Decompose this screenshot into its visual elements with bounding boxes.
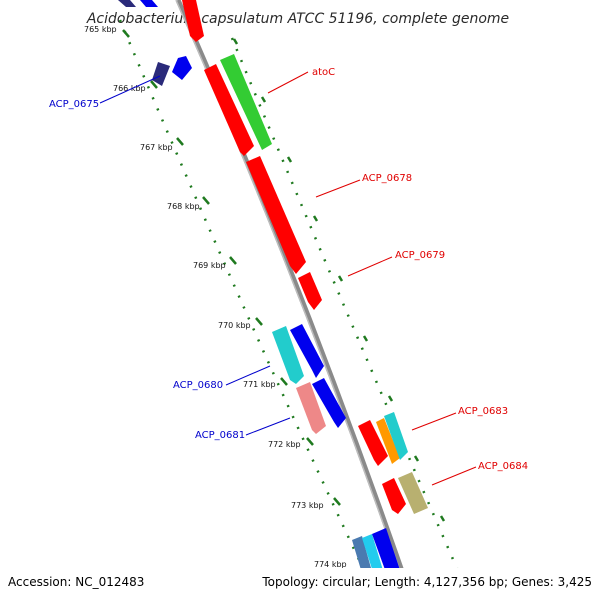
genome-summary-text: Topology: circular; Length: 4,127,356 bp… (261, 575, 592, 589)
tick-label-767: 767 kbp (140, 143, 173, 152)
leader-atoc (268, 72, 308, 93)
tick-label-770: 770 kbp (218, 321, 251, 330)
leader-acp0678 (316, 180, 360, 197)
gene-feature-acp0675[interactable] (152, 62, 170, 86)
tick-marks-right (234, 39, 469, 577)
outer-right-guide-line (232, 38, 462, 580)
tick-label-774: 774 kbp (314, 560, 347, 569)
gene-label-atoc[interactable]: atoC (312, 67, 335, 78)
gene-label-acp0684[interactable]: ACP_0684 (478, 461, 528, 472)
gene-label-acp0683[interactable]: ACP_0683 (458, 406, 508, 417)
tick-label-766: 766 kbp (113, 84, 146, 93)
tick-label-772: 772 kbp (268, 440, 301, 449)
tick-label-771: 771 kbp (243, 380, 276, 389)
gene-label-acp0679[interactable]: ACP_0679 (395, 250, 445, 261)
gene-label-acp0681[interactable]: ACP_0681 (195, 430, 245, 441)
map-title: Acidobacterium capsulatum ATCC 51196, co… (86, 11, 509, 27)
gene-label-acp0678[interactable]: ACP_0678 (362, 173, 412, 184)
gene-feature-acp0678[interactable] (246, 156, 306, 274)
leader-acp0681 (246, 418, 290, 435)
leader-acp0684 (432, 467, 476, 485)
gene-feature-navy-top[interactable] (118, 0, 136, 7)
tick-label-768: 768 kbp (167, 202, 200, 211)
gene-label-acp0680[interactable]: ACP_0680 (173, 380, 223, 391)
accession-text: Accession: NC_012483 (8, 575, 144, 589)
leader-acp0679 (348, 257, 392, 276)
leader-acp0683 (412, 413, 456, 430)
leader-acp0675 (100, 76, 160, 103)
gene-label-acp0675[interactable]: ACP_0675 (49, 99, 99, 110)
gene-feature-blue-766[interactable] (172, 56, 192, 80)
tick-label-769: 769 kbp (193, 261, 226, 270)
gene-feature-blue-top[interactable] (140, 0, 158, 7)
genome-backbone-highlight (176, 0, 410, 600)
tick-label-773: 773 kbp (291, 501, 324, 510)
tick-label-765: 765 kbp (84, 25, 117, 34)
